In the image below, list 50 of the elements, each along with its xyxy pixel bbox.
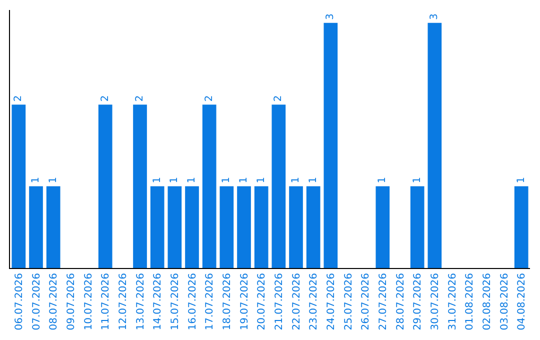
data-label: 3 [429, 14, 440, 20]
x-tick-label: 18.07.2026 [222, 273, 233, 330]
x-tick-label: 22.07.2026 [291, 273, 302, 330]
x-tick-label: 24.07.2026 [326, 273, 337, 330]
x-tick-label: 27.07.2026 [378, 273, 389, 330]
data-label: 1 [169, 176, 180, 184]
x-tick-label: 13.07.2026 [135, 273, 146, 330]
x-tick-label: 19.07.2026 [239, 273, 250, 330]
x-tick-label: 09.07.2026 [66, 273, 77, 330]
x-tick-label: 07.07.2026 [31, 273, 42, 330]
data-label: 2 [204, 95, 215, 102]
data-label: 1 [516, 176, 527, 184]
data-label: 3 [325, 14, 336, 20]
data-label: 2 [13, 95, 24, 102]
x-tick-label: 21.07.2026 [274, 273, 285, 330]
data-label: 1 [221, 176, 232, 184]
data-label: 2 [273, 95, 284, 102]
x-tick-label: 17.07.2026 [204, 273, 216, 330]
data-label: 1 [256, 176, 267, 184]
x-tick-label: 20.07.2026 [256, 273, 268, 330]
x-tick-label: 31.07.2026 [447, 273, 458, 330]
data-label: 1 [377, 176, 388, 184]
x-tick-label: 25.07.2026 [343, 273, 354, 330]
data-label: 2 [100, 95, 111, 102]
x-tick-label: 01.08.2026 [464, 273, 476, 330]
x-tick-label: 08.07.2026 [48, 273, 60, 330]
x-tick-label: 10.07.2026 [83, 273, 94, 330]
x-tick-label: 04.08.2026 [516, 273, 528, 330]
data-label: 1 [238, 176, 250, 184]
x-tick-label: 30.07.2026 [430, 273, 441, 330]
data-label: 2 [134, 95, 146, 102]
x-tick-label: 23.07.2026 [308, 273, 320, 330]
x-tick-label: 12.07.2026 [118, 273, 129, 330]
x-tick-label: 16.07.2026 [187, 273, 198, 330]
x-tick-label: 03.08.2026 [499, 273, 510, 330]
data-label: 1 [308, 176, 319, 184]
data-label: 1 [412, 176, 423, 184]
data-label: 1 [30, 176, 42, 184]
x-tick-label: 15.07.2026 [170, 273, 181, 330]
x-tick-label: 29.07.2026 [412, 273, 424, 330]
x-tick-label: 28.07.2026 [395, 273, 406, 330]
x-tick-label: 26.07.2026 [360, 273, 372, 330]
data-label: 1 [186, 176, 198, 184]
x-tick-label: 11.07.2026 [100, 273, 112, 330]
data-label: 1 [290, 176, 302, 184]
x-tick-label: 14.07.2026 [152, 273, 164, 330]
x-tick-label: 02.08.2026 [482, 273, 493, 330]
data-label: 1 [48, 176, 59, 184]
data-label: 1 [152, 176, 163, 184]
x-tick-label: 06.07.2026 [14, 273, 25, 330]
